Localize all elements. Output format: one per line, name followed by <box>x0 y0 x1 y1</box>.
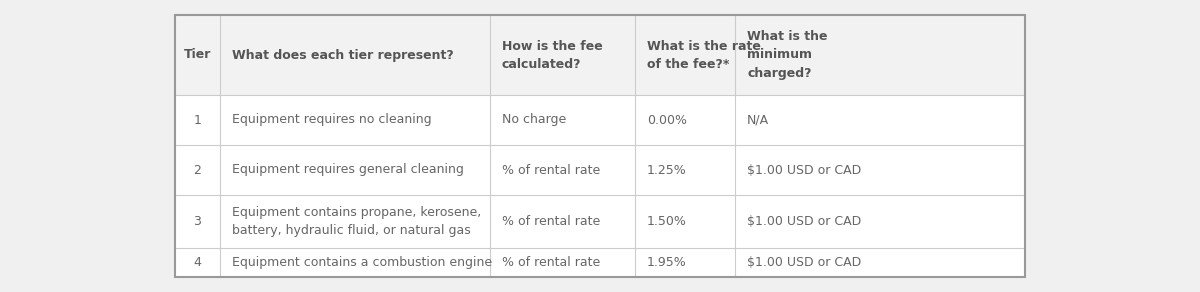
Text: What is the rate
of the fee?*: What is the rate of the fee?* <box>647 39 761 70</box>
Text: 2: 2 <box>193 164 202 176</box>
Text: % of rental rate: % of rental rate <box>502 215 600 228</box>
Bar <box>175 15 1025 277</box>
Text: 1.25%: 1.25% <box>647 164 686 176</box>
Text: What does each tier represent?: What does each tier represent? <box>232 48 454 62</box>
Text: % of rental rate: % of rental rate <box>502 256 600 269</box>
Text: Equipment contains a combustion engine: Equipment contains a combustion engine <box>232 256 492 269</box>
Text: 4: 4 <box>193 256 202 269</box>
Text: 3: 3 <box>193 215 202 228</box>
Text: N/A: N/A <box>746 114 769 126</box>
Text: $1.00 USD or CAD: $1.00 USD or CAD <box>746 256 862 269</box>
Text: Equipment requires general cleaning: Equipment requires general cleaning <box>232 164 464 176</box>
Text: % of rental rate: % of rental rate <box>502 164 600 176</box>
Text: No charge: No charge <box>502 114 566 126</box>
Text: Equipment contains propane, kerosene,
battery, hydraulic fluid, or natural gas: Equipment contains propane, kerosene, ba… <box>232 206 481 237</box>
Text: $1.00 USD or CAD: $1.00 USD or CAD <box>746 164 862 176</box>
Text: What is the
minimum
charged?: What is the minimum charged? <box>746 30 828 79</box>
Bar <box>175 15 1025 95</box>
Text: Tier: Tier <box>184 48 211 62</box>
Text: Equipment requires no cleaning: Equipment requires no cleaning <box>232 114 432 126</box>
Text: How is the fee
calculated?: How is the fee calculated? <box>502 39 602 70</box>
Text: 1.95%: 1.95% <box>647 256 686 269</box>
Text: 1: 1 <box>193 114 202 126</box>
Text: 0.00%: 0.00% <box>647 114 686 126</box>
Text: $1.00 USD or CAD: $1.00 USD or CAD <box>746 215 862 228</box>
Bar <box>175 15 1025 277</box>
Text: 1.50%: 1.50% <box>647 215 686 228</box>
